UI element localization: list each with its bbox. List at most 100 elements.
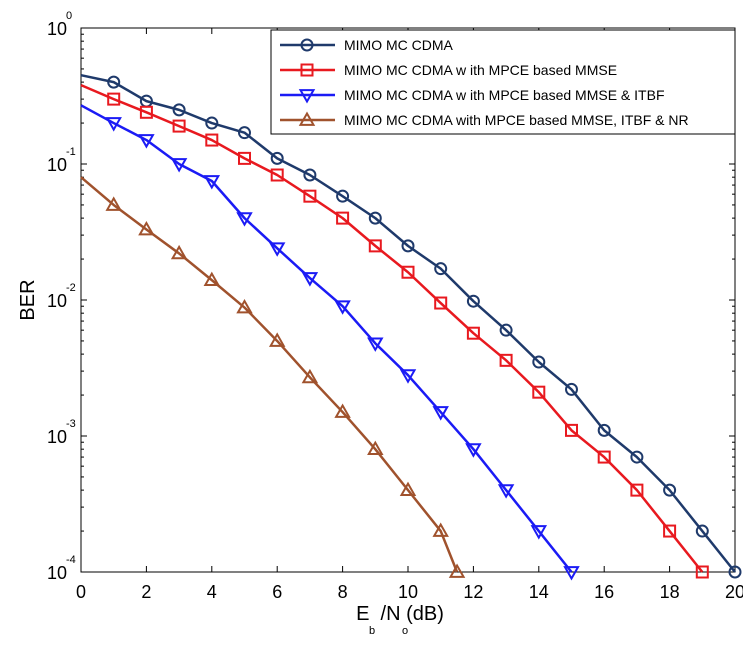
data-point (532, 385, 546, 399)
data-point (334, 403, 351, 418)
data-point (105, 196, 122, 211)
data-point (336, 211, 350, 225)
series-2 (80, 83, 709, 579)
data-point (565, 382, 578, 396)
data-point (499, 353, 513, 367)
y-tick-label-base: 10 (47, 19, 67, 39)
data-point (138, 134, 155, 149)
series-line (80, 104, 573, 573)
data-point (565, 423, 578, 437)
data-point (107, 75, 121, 89)
data-point (138, 220, 155, 236)
x-tick-label: 14 (529, 582, 549, 602)
data-point (238, 126, 251, 140)
data-point (301, 272, 319, 287)
x-tick-label: 4 (207, 582, 217, 602)
data-point (236, 299, 253, 314)
data-point (728, 565, 742, 579)
x-tick-label: 16 (594, 582, 614, 602)
data-point (170, 244, 188, 260)
data-point (466, 326, 480, 340)
data-point (334, 300, 351, 315)
data-point (663, 524, 677, 538)
data-point (465, 443, 482, 458)
data-point (695, 524, 709, 538)
data-point (303, 168, 317, 182)
data-point (368, 211, 382, 225)
data-point (203, 271, 221, 287)
legend-marker (298, 111, 316, 126)
y-tick-label-exponent: -2 (66, 282, 76, 294)
legend-entry: MIMO MC CDMA w ith MPCE based MMSE (280, 62, 617, 78)
series-1 (80, 73, 742, 579)
data-point (268, 332, 286, 347)
legend-label: MIMO MC CDMA (344, 37, 454, 53)
series-3 (80, 104, 580, 581)
y-tick-label-exponent: 0 (66, 10, 72, 22)
x-tick-label: 8 (338, 582, 348, 602)
data-point (663, 483, 677, 497)
x-tick-label: 0 (76, 582, 86, 602)
data-point (367, 337, 384, 352)
data-point (530, 525, 548, 540)
legend-label: MIMO MC CDMA w ith MPCE based MMSE & ITB… (344, 87, 665, 103)
data-point (448, 563, 466, 578)
data-point (336, 189, 350, 203)
data-point (399, 369, 417, 384)
y-tick-label-exponent: -4 (66, 554, 76, 566)
series-line (80, 73, 736, 573)
data-point (499, 323, 513, 337)
data-point (432, 406, 449, 421)
data-point (497, 484, 515, 499)
data-point (205, 116, 219, 130)
series-layer (80, 73, 742, 581)
data-point (170, 158, 188, 173)
data-point (238, 151, 251, 165)
legend-label: MIMO MC CDMA w ith MPCE based MMSE (344, 62, 617, 78)
y-axis-label: BER (17, 279, 39, 320)
data-point (597, 450, 611, 464)
data-point (434, 296, 448, 310)
y-tick-label-exponent: -1 (66, 146, 76, 158)
series-4 (80, 176, 466, 578)
data-point (630, 483, 644, 497)
data-point (401, 265, 415, 279)
y-tick-label-base: 10 (47, 291, 67, 311)
data-point (107, 92, 121, 106)
data-point (368, 239, 382, 253)
data-point (432, 522, 449, 537)
data-point (303, 189, 317, 203)
x-tick-labels: 0 2 4 6 8 10 12 14 16 18 20 (76, 582, 743, 602)
x-tick-label: 12 (463, 582, 483, 602)
data-point (630, 450, 644, 464)
x-tick-label: 20 (725, 582, 743, 602)
legend-marker (300, 38, 314, 52)
x-axis-label-subscript-b: b (369, 625, 375, 637)
data-point (236, 212, 253, 227)
x-axis-label-subscript-o: o (402, 625, 408, 637)
series-line (80, 176, 459, 573)
legend-entry: MIMO MC CDMA with MPCE based MMSE, ITBF … (280, 111, 689, 128)
data-point (203, 175, 221, 190)
legend-marker (298, 89, 316, 104)
data-point (268, 242, 286, 257)
data-point (399, 481, 417, 496)
data-point (563, 566, 580, 581)
data-point (205, 133, 219, 147)
data-point (301, 368, 319, 384)
data-point (597, 423, 611, 437)
legend-marker (300, 63, 314, 77)
data-point (401, 239, 415, 253)
data-point (434, 262, 448, 276)
data-point (139, 105, 153, 119)
legend-label: MIMO MC CDMA with MPCE based MMSE, ITBF … (344, 112, 689, 128)
data-point (270, 168, 284, 182)
data-point (695, 565, 709, 579)
y-tick-label-base: 10 (47, 427, 67, 447)
x-tick-label: 6 (272, 582, 282, 602)
legend-box (270, 29, 736, 135)
data-point (466, 294, 480, 308)
data-point (172, 103, 186, 117)
